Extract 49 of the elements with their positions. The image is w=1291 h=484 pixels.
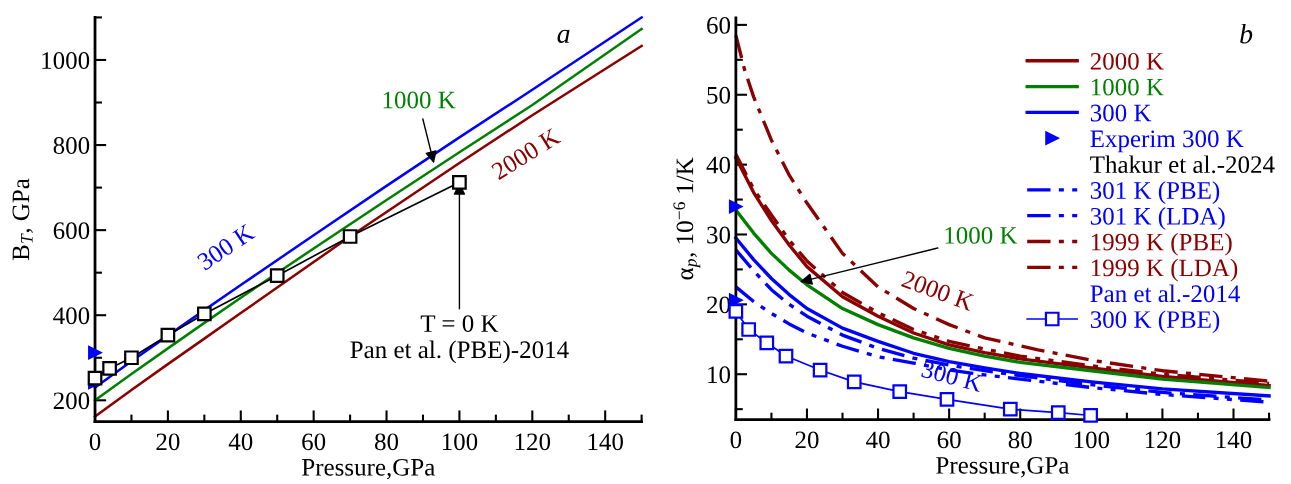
annotation: 2000 K bbox=[900, 270, 976, 312]
x-tick-label: 60 bbox=[937, 431, 961, 449]
annotation: b bbox=[1240, 23, 1253, 44]
x-tick-label: 20 bbox=[156, 433, 180, 451]
x-tick-label: 0 bbox=[89, 433, 101, 451]
x-tick-label: 0 bbox=[730, 431, 742, 449]
annotation: Pan et al.-2014 bbox=[1090, 284, 1240, 303]
x-tick-label: 60 bbox=[302, 433, 326, 451]
annotation: 300 K bbox=[196, 222, 256, 271]
x-tick-label: 40 bbox=[228, 433, 253, 451]
y-tick-label: 600 bbox=[53, 222, 90, 240]
annotation: Thakur et al.-2024 bbox=[1090, 155, 1275, 174]
legend-label: 1999 K (PBE) bbox=[1091, 232, 1232, 256]
legend-label: 2000 K bbox=[1090, 52, 1164, 70]
annotation: 1000 K bbox=[945, 226, 1018, 244]
legend-label: 1000 K bbox=[1091, 78, 1164, 96]
x-tick-label: 120 bbox=[515, 433, 551, 451]
x-axis-title: Pressure,GPa bbox=[302, 458, 435, 480]
y-tick-label: 50 bbox=[707, 86, 731, 104]
legend-label: 301 K (PBE) bbox=[1090, 181, 1220, 204]
y-axis-title: α$_{p}$, 10$^{−6}$ 1/K bbox=[673, 157, 701, 280]
annotation: T = 0 K Pan et al. (PBE)-2014 bbox=[350, 315, 569, 364]
y-tick-label: 60 bbox=[707, 16, 731, 34]
x-tick-label: 100 bbox=[1074, 431, 1110, 449]
annotation: 2000 K bbox=[490, 127, 562, 181]
legend-label: Experim 300 K bbox=[1090, 130, 1244, 153]
legend-label: 300 K (PBE) bbox=[1090, 310, 1220, 334]
y-tick-label: 30 bbox=[707, 226, 731, 244]
y-tick-label: 200 bbox=[53, 392, 90, 410]
annotation: a bbox=[557, 29, 570, 44]
x-axis-title: Pressure,GPa bbox=[936, 456, 1070, 478]
x-tick-label: 80 bbox=[375, 433, 399, 451]
x-tick-label: 80 bbox=[1008, 431, 1032, 449]
legend-label: 301 K (LDA) bbox=[1090, 207, 1225, 230]
x-tick-label: 140 bbox=[588, 433, 623, 451]
y-tick-label: 40 bbox=[706, 156, 731, 174]
x-tick-label: 40 bbox=[866, 431, 890, 449]
x-tick-label: 20 bbox=[795, 431, 819, 449]
y-axis-title: B$_{T}$, GPa bbox=[12, 178, 33, 261]
y-tick-label: 800 bbox=[53, 137, 90, 154]
x-tick-label: 140 bbox=[1216, 431, 1252, 449]
x-tick-label: 100 bbox=[442, 433, 478, 451]
annotation: 1000 K bbox=[383, 91, 456, 109]
y-tick-label: 1000 bbox=[42, 52, 90, 69]
legend-label: 1999 K (LDA) bbox=[1091, 258, 1238, 282]
x-tick-label: 120 bbox=[1145, 431, 1181, 449]
legend-label: 300 K bbox=[1090, 104, 1152, 122]
y-tick-label: 400 bbox=[53, 307, 90, 325]
y-tick-label: 10 bbox=[708, 366, 731, 384]
